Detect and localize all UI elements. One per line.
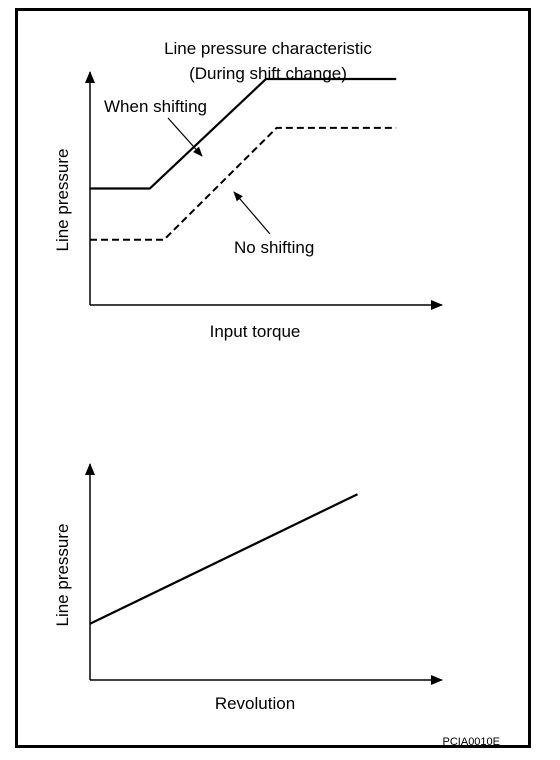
chart-2-y-axis-label: Line pressure xyxy=(53,523,72,626)
chart-2-series-line xyxy=(89,493,358,625)
chart-1-title: Line pressure characteristic xyxy=(164,39,372,58)
figure-frame xyxy=(15,8,531,748)
figure-code: PCIA0010E xyxy=(443,736,500,748)
chart-1-series-when-shifting-line xyxy=(90,77,397,190)
chart-1-callout-no-shifting xyxy=(233,191,271,235)
chart-1-series-no-shifting-line xyxy=(90,126,397,241)
chart-2-x-axis-label: Revolution xyxy=(215,694,295,713)
chart-1-callout-when-shifting xyxy=(167,117,203,157)
chart-1-subtitle: (During shift change) xyxy=(189,64,347,83)
chart-1-label-when-shifting: When shifting xyxy=(104,97,207,116)
chart-1: Line pressure characteristic (During shi… xyxy=(53,39,443,341)
chart-1-y-axis-label: Line pressure xyxy=(53,148,72,251)
chart-1-label-no-shifting: No shifting xyxy=(234,238,314,257)
chart-2: Revolution Line pressure xyxy=(53,463,443,713)
chart-1-x-axis-label: Input torque xyxy=(210,322,301,341)
